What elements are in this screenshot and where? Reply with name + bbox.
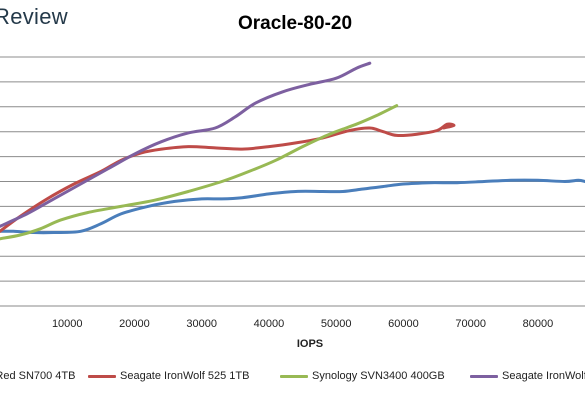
series-line-2: [0, 104, 399, 241]
legend-item: Seagate IronWolf 525 2TB: [470, 370, 585, 382]
series-line-0: [0, 178, 585, 235]
x-tick-label: 80000: [523, 318, 554, 330]
x-tick-labels: 10000 20000 30000 40000 50000 60000 70000 80000: [52, 318, 553, 330]
x-tick-label: 60000: [388, 318, 419, 330]
x-tick-label: 20000: [119, 318, 150, 330]
brand-logo-text: Review: [0, 4, 68, 29]
x-tick-label: 70000: [455, 318, 486, 330]
x-tick-label: 30000: [186, 318, 217, 330]
legend-label: WD Red SN700 4TB: [0, 370, 76, 382]
legend-item: WD Red SN700 4TB: [0, 370, 75, 382]
series-lines: [0, 61, 585, 241]
legend-swatch: [280, 374, 308, 378]
series-line-3: [0, 61, 372, 228]
legend-item: Synology SVN3400 400GB: [280, 370, 445, 382]
x-tick-label: 40000: [254, 318, 285, 330]
legend-swatch: [470, 374, 498, 378]
legend-label: Synology SVN3400 400GB: [312, 370, 445, 382]
legend-label: Seagate IronWolf 525 2TB: [502, 370, 585, 382]
series-line-1: [0, 122, 456, 233]
legend-item: Seagate IronWolf 525 1TB: [88, 370, 249, 382]
x-tick-label: 50000: [321, 318, 352, 330]
gridlines: [0, 56, 585, 307]
x-tick-label: 10000: [52, 318, 83, 330]
legend-label: Seagate IronWolf 525 1TB: [120, 370, 250, 382]
chart-legend: WD Red SN700 4TB Seagate IronWolf 525 1TB…: [0, 370, 585, 390]
x-axis-label: IOPS: [297, 338, 323, 350]
chart-title: Oracle-80-20: [237, 13, 353, 34]
legend-swatch: [88, 374, 116, 378]
